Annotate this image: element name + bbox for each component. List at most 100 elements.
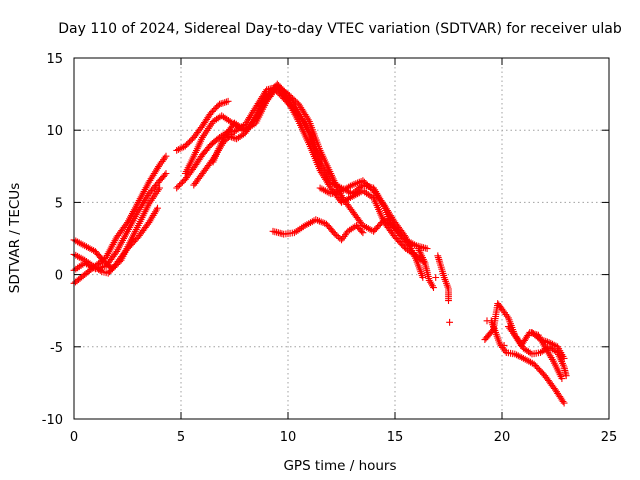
data-point [346,226,353,234]
data-point [151,168,159,176]
data-points [70,80,570,407]
data-point [210,106,218,114]
data-point [277,85,285,93]
data-point [496,340,504,348]
data-point [276,90,283,98]
data-point [179,178,186,186]
data-point [325,181,333,188]
data-point [241,129,249,137]
data-point [545,339,553,346]
axis-ticks: 0 5 10 15 20 25 -10 -5 0 5 10 15 [42,52,618,445]
data-point [158,158,166,165]
data-point [298,224,305,232]
data-point [162,170,170,177]
data-point [319,219,327,226]
y-axis-label: SDTVAR / TECUs [7,183,23,293]
data-point [499,307,507,315]
data-point [514,352,522,360]
data-point [173,147,181,154]
data-point [174,183,182,190]
data-point [251,114,259,121]
data-point [364,181,371,189]
data-point [446,318,453,326]
plot-frame [73,57,610,420]
data-point [149,195,156,202]
data-point [161,171,169,179]
data-point [96,267,104,274]
data-point [359,177,367,185]
data-point [248,119,255,127]
data-point [500,342,508,349]
x-axis-label: GPS time / hours [283,458,396,474]
data-point [161,154,169,162]
data-point [298,106,306,113]
y-tick-label: 0 [55,269,63,284]
data-point [84,244,92,251]
data-point [216,100,223,108]
y-tick-label: -10 [42,413,63,428]
data-point [483,317,491,325]
data-point [223,98,230,106]
data-point [318,170,326,178]
data-point [322,175,329,183]
x-tick-label: 0 [70,430,78,445]
data-point [156,184,163,192]
chart-title: Day 110 of 2024, Sidereal Day-to-day VTE… [58,21,622,37]
data-point [538,348,546,355]
data-point [295,100,303,108]
data-point [287,93,295,101]
data-point [343,184,351,192]
data-point [145,200,153,208]
data-point [74,252,81,260]
x-tick-label: 10 [280,430,297,445]
data-point [231,134,239,142]
data-point [74,238,81,246]
data-point [202,128,210,136]
data-point [430,284,437,291]
data-point [358,227,365,235]
y-tick-label: 15 [46,52,63,67]
data-point [284,90,292,98]
data-point [331,230,339,238]
data-point [289,95,296,102]
data-point [177,180,185,187]
data-point [148,173,156,181]
data-point [359,229,367,237]
x-tick-label: 25 [601,430,618,445]
data-point [562,372,570,380]
data-point [333,232,341,239]
data-point [245,124,252,132]
data-point [544,338,551,346]
data-point [304,116,312,124]
data-point [384,207,391,214]
data-point [143,193,151,201]
data-point [175,146,182,153]
data-point [224,97,232,105]
data-point [224,132,232,140]
data-point [423,245,431,252]
data-point [74,264,81,272]
data-point [558,375,566,382]
x-tick-label: 5 [177,430,185,445]
data-point [525,348,532,356]
data-point [401,232,408,239]
data-point [560,399,568,407]
data-point [228,133,235,141]
data-point [221,99,229,106]
data-point [343,229,350,237]
data-point [542,337,550,345]
y-tick-label: 5 [55,196,63,211]
data-point [419,274,427,281]
x-tick-label: 20 [494,430,511,445]
data-point [214,114,222,122]
data-point [549,340,556,348]
data-point [365,183,373,190]
data-point [513,351,520,359]
data-point [206,123,213,131]
data-point [140,199,147,206]
data-point [301,111,309,118]
data-point [380,201,388,209]
y-tick-label: 10 [46,124,63,139]
data-point [173,184,181,192]
data-point [362,180,370,187]
